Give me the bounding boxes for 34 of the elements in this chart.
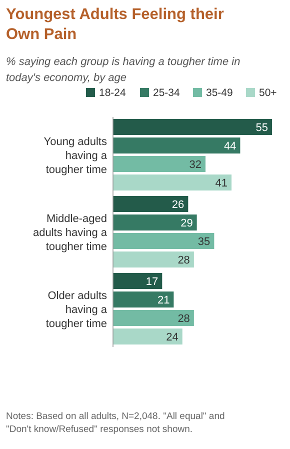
data-label: 29 bbox=[180, 218, 193, 230]
bar bbox=[113, 196, 188, 212]
bar bbox=[113, 310, 194, 326]
y-tick-label: Young adults having a tougher time bbox=[44, 136, 108, 176]
y-tick-label: Middle-aged adults having a tougher time bbox=[33, 213, 108, 253]
chart-title: Youngest Adults Feeling their Own Pain bbox=[6, 6, 224, 43]
bar bbox=[113, 292, 174, 308]
data-label: 55 bbox=[256, 122, 268, 134]
y-tick-label: Older adults having a tougher time bbox=[46, 290, 108, 330]
data-label: 21 bbox=[157, 294, 170, 306]
bar bbox=[113, 156, 206, 172]
data-label: 28 bbox=[178, 313, 190, 325]
data-label: 41 bbox=[215, 178, 228, 190]
data-label: 28 bbox=[178, 254, 190, 266]
data-label: 35 bbox=[198, 236, 210, 248]
bar bbox=[113, 138, 240, 154]
data-label: 44 bbox=[224, 140, 236, 152]
bar bbox=[113, 119, 272, 135]
legend-label: 18-24 bbox=[99, 87, 126, 99]
bar bbox=[113, 273, 162, 289]
data-label: 26 bbox=[172, 199, 184, 211]
bar bbox=[113, 328, 182, 344]
data-label: 32 bbox=[189, 159, 202, 171]
data-label: 24 bbox=[166, 332, 178, 344]
bar bbox=[113, 252, 194, 268]
bar bbox=[113, 233, 214, 249]
bar bbox=[113, 214, 197, 230]
legend-label: 25-34 bbox=[153, 87, 180, 99]
bar bbox=[113, 174, 232, 190]
chart-subtitle: % saying each group is having a tougher time in today's economy, by age bbox=[6, 56, 240, 84]
text: Notes: Based on all adults, N=2,048. "All equal" and "Don't know/Refused" responses not shown. bbox=[6, 411, 225, 435]
legend-label: 50+ bbox=[259, 87, 277, 99]
legend-label: 35-49 bbox=[206, 87, 234, 99]
data-label: 17 bbox=[146, 276, 158, 288]
